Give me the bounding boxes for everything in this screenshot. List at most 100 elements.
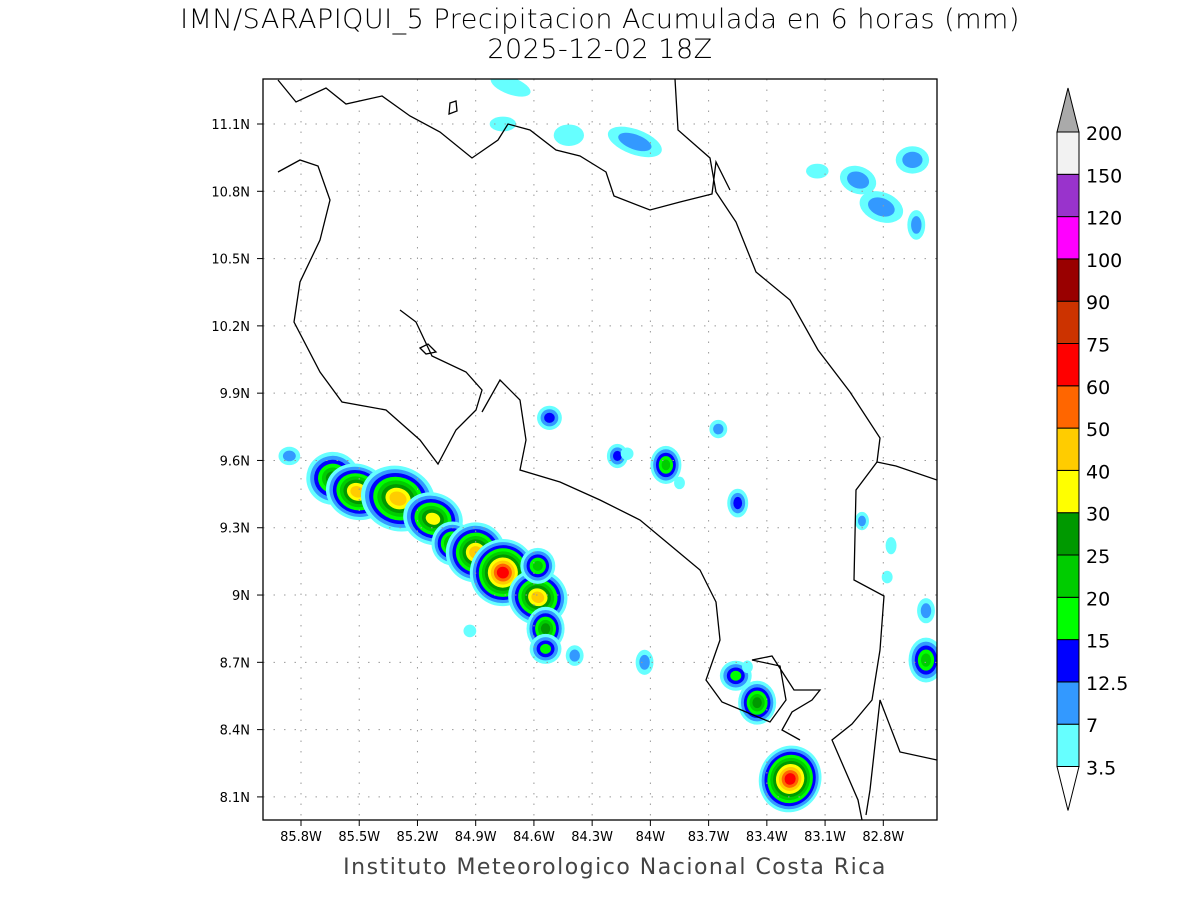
island	[448, 100, 458, 115]
colorbar-under-arrow	[1056, 766, 1080, 811]
precip-cell	[620, 447, 634, 461]
colorbar-label: 3.5	[1086, 758, 1116, 780]
precip-cell	[278, 446, 301, 466]
precip-cell	[674, 476, 685, 490]
nicaragua-border	[277, 79, 731, 211]
precip-cell	[854, 511, 869, 531]
lon-tick-label: 83.4W	[746, 830, 788, 845]
colorbar-swatch	[1056, 512, 1080, 556]
lat-tick-label: 8.7N	[220, 656, 250, 671]
colorbar-label: 30	[1086, 504, 1110, 526]
pacific-coast-south	[481, 378, 822, 741]
lat-tick-label: 9.3N	[220, 522, 250, 537]
precip-contour-20	[661, 459, 671, 471]
lat-tick-label: 9.9N	[220, 387, 250, 402]
colorbar-swatch	[1056, 343, 1080, 387]
precip-contour-7	[618, 132, 652, 152]
precip-cell	[520, 547, 556, 584]
precip-contour-7	[713, 423, 724, 435]
precip-contour-7	[569, 649, 580, 662]
colorbar-swatch	[1056, 258, 1080, 302]
colorbar-swatch	[1056, 681, 1080, 725]
lon-tick-label: 84W	[636, 830, 666, 845]
precip-contour-3.5	[463, 624, 477, 638]
colorbar-label: 75	[1086, 335, 1110, 357]
lon-tick-label: 85.8W	[280, 830, 322, 845]
precip-cell	[709, 419, 728, 439]
precip-contour-20	[532, 560, 543, 571]
colorbar-label: 7	[1086, 715, 1098, 737]
colorbar-swatch	[1056, 385, 1080, 429]
colorbar-over-arrow	[1056, 87, 1080, 133]
precip-contour-3.5	[674, 476, 685, 490]
colorbar-label: 50	[1086, 419, 1110, 441]
colorbar-label: 25	[1086, 546, 1110, 568]
panama-border	[831, 461, 885, 820]
precip-contour-7	[920, 603, 932, 619]
colorbar-swatch	[1056, 554, 1080, 598]
precip-cell	[565, 645, 584, 666]
precip-contour-20	[920, 653, 932, 667]
precip-cell	[806, 163, 829, 179]
island	[418, 343, 438, 355]
precip-contour-15	[540, 643, 552, 654]
precip-contour-7	[902, 151, 923, 169]
precip-cell	[650, 445, 682, 485]
precip-contour-3.5	[553, 124, 584, 146]
precip-cell	[553, 124, 584, 146]
precip-contour-3.5	[741, 660, 753, 674]
precip-cell	[529, 633, 562, 664]
lat-tick-label: 8.4N	[220, 724, 250, 739]
precip-contour-12.5	[733, 496, 743, 510]
colorbar-label: 15	[1086, 631, 1110, 653]
precip-contour-3.5	[490, 79, 531, 97]
lon-tick-label: 85.2W	[397, 830, 439, 845]
precip-contour-7	[847, 171, 870, 189]
colorbar-label: 20	[1086, 588, 1110, 610]
colorbar-label: 150	[1086, 165, 1122, 187]
map-title: IMN/SARAPIQUI_5 Precipitacion Acumulada …	[180, 4, 1020, 35]
colorbar-label: 60	[1086, 377, 1110, 399]
precip-cell	[908, 637, 937, 683]
precip-cell	[607, 126, 662, 158]
gridlines	[263, 79, 937, 820]
precip-contour-3.5	[489, 116, 517, 132]
precip-contour-40	[531, 591, 545, 603]
lat-tick-label: 8.1N	[220, 791, 250, 806]
lat-tick-label: 10.5N	[211, 253, 250, 268]
precip-contour-40	[350, 486, 365, 498]
panama-coast	[865, 699, 937, 816]
precip-cell	[463, 624, 477, 638]
precip-contour-40	[389, 491, 407, 506]
precip-contour-3.5	[806, 163, 829, 179]
precip-contour-3.5	[620, 447, 634, 461]
colorbar-swatch	[1056, 131, 1080, 175]
lon-tick-label: 84.3W	[571, 830, 613, 845]
precip-contour-7	[639, 654, 650, 670]
precip-contour-25	[752, 697, 762, 709]
precip-contour-12.5	[544, 412, 555, 423]
precip-contour-15	[730, 670, 742, 681]
lon-tick-label: 85.5W	[338, 830, 380, 845]
colorbar-swatch	[1056, 427, 1080, 471]
colorbar-swatch	[1056, 596, 1080, 641]
lon-tick-label: 83.1W	[804, 830, 846, 845]
lon-tick-label: 82.8W	[862, 830, 904, 845]
lat-tick-label: 10.2N	[211, 320, 250, 335]
precip-cell	[537, 405, 562, 430]
precip-cell	[635, 649, 654, 675]
precip-contour-3.5	[885, 537, 897, 555]
precip-contour-25	[540, 623, 551, 635]
precip-cell	[490, 79, 531, 97]
colorbar-label: 40	[1086, 461, 1110, 483]
map-frame	[262, 78, 938, 821]
colorbar-swatch	[1056, 173, 1080, 218]
axis-ticks: 85.8W 85.5W 85.2W 84.9W 84.6W 84.3W 84W 83.7W 83…	[211, 118, 904, 845]
precip-contour-60	[784, 773, 796, 785]
colorbar-label: 120	[1086, 208, 1122, 230]
precip-cell	[881, 570, 893, 584]
colorbar-swatch	[1056, 300, 1080, 345]
precip-contour-60	[496, 566, 509, 579]
